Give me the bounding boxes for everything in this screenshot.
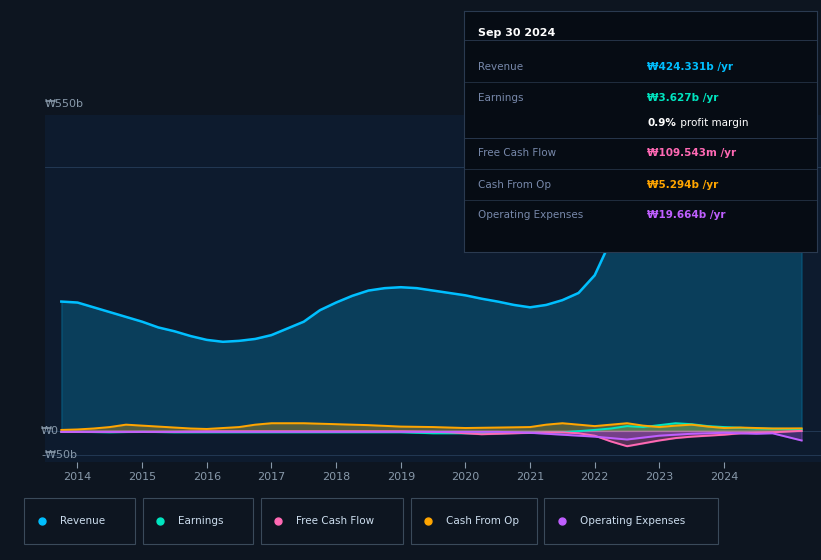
Text: Operating Expenses: Operating Expenses [478,209,583,220]
Text: ₩19.664b /yr: ₩19.664b /yr [648,209,726,220]
Text: profit margin: profit margin [677,118,749,128]
Text: Revenue: Revenue [478,62,523,72]
FancyBboxPatch shape [544,498,718,544]
Text: Cash From Op: Cash From Op [478,180,551,190]
Text: -₩50b: -₩50b [41,450,77,460]
Text: ₩5.294b /yr: ₩5.294b /yr [648,180,718,190]
Text: Sep 30 2024: Sep 30 2024 [478,28,555,38]
Text: Free Cash Flow: Free Cash Flow [478,148,556,158]
Text: 0.9%: 0.9% [648,118,677,128]
Text: Free Cash Flow: Free Cash Flow [296,516,374,526]
Text: ₩0: ₩0 [41,426,59,436]
Text: ₩109.543m /yr: ₩109.543m /yr [648,148,736,158]
Text: Earnings: Earnings [478,93,524,103]
FancyBboxPatch shape [143,498,253,544]
Text: ₩424.331b /yr: ₩424.331b /yr [648,62,733,72]
Text: Operating Expenses: Operating Expenses [580,516,686,526]
Text: Earnings: Earnings [178,516,223,526]
FancyBboxPatch shape [25,498,135,544]
FancyBboxPatch shape [410,498,537,544]
Text: ₩550b: ₩550b [45,99,85,109]
FancyBboxPatch shape [261,498,402,544]
Text: Revenue: Revenue [60,516,105,526]
Text: ₩3.627b /yr: ₩3.627b /yr [648,93,719,103]
Text: Cash From Op: Cash From Op [446,516,519,526]
